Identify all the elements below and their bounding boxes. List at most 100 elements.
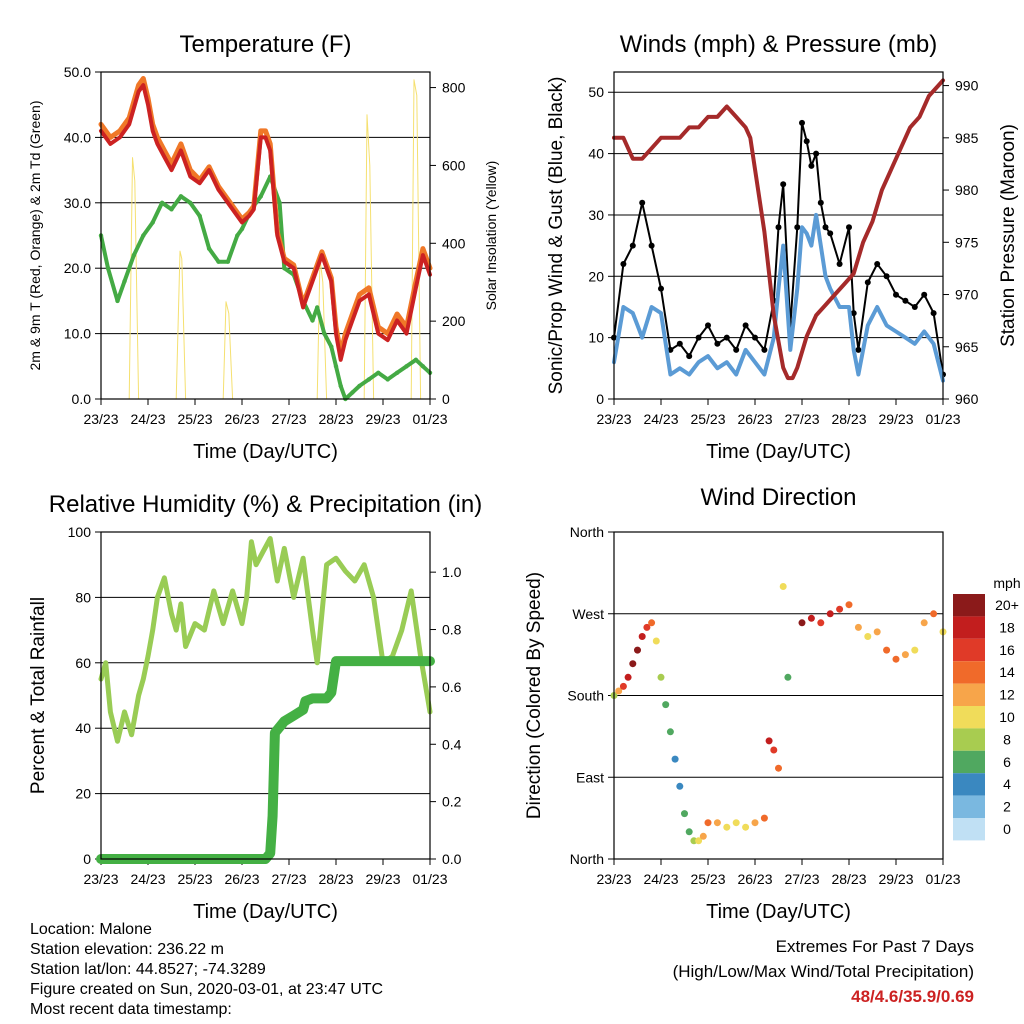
x-tick-label: 25/23	[177, 871, 212, 887]
gust-point	[864, 279, 871, 286]
x-tick-label: 29/23	[878, 411, 913, 427]
gust-point	[629, 242, 636, 249]
gust-point	[667, 346, 674, 353]
dewpoint-point	[169, 207, 174, 212]
gust-point	[658, 285, 664, 292]
station-elevation: Station elevation: 236.22 m	[30, 941, 224, 958]
gust-point	[874, 261, 881, 267]
x-tick-label: 26/23	[737, 411, 772, 427]
y2-axis-tick-label: 1.0	[442, 564, 462, 580]
x-tick-label: 24/23	[643, 871, 678, 887]
station-location: Location: Malone	[30, 921, 152, 938]
gust-point	[648, 242, 655, 249]
y-axis-tick-label: 100	[68, 524, 92, 540]
colorbar-swatch	[953, 661, 985, 684]
gust-point	[921, 291, 928, 298]
x-tick-label: 27/23	[784, 871, 819, 887]
y-axis-tick-label: 0.0	[72, 391, 92, 407]
direction-point	[770, 746, 778, 754]
colorbar-swatch	[953, 638, 985, 662]
plot-frame	[100, 531, 431, 860]
gust-point	[803, 138, 810, 145]
x-tick-label: 23/23	[596, 411, 631, 427]
x-tick-label: 28/23	[318, 871, 353, 887]
gust-point	[846, 224, 852, 231]
gust-point	[911, 304, 918, 310]
dewpoint-point	[216, 259, 221, 264]
x-tick-label: 25/23	[690, 411, 725, 427]
x-tick-label: 26/23	[224, 871, 259, 887]
panel-2: Winds (mph) & Pressure (mb) Time (Day/UTC…	[588, 31, 978, 463]
x-tick-label: 23/23	[83, 411, 118, 427]
gust-point	[676, 340, 683, 347]
y-axis-tick-label: North	[570, 851, 604, 867]
direction-point	[648, 619, 656, 627]
colorbar-label: 16	[999, 642, 1015, 658]
y-axis-tick-label: 0	[596, 391, 604, 407]
colorbar-title: mph	[993, 575, 1020, 591]
colorbar-label: 8	[1003, 731, 1011, 747]
y2-axis-tick-label: 990	[955, 78, 979, 94]
direction-point	[695, 837, 703, 845]
colorbar-swatch	[953, 728, 985, 751]
dewpoint-point	[115, 298, 120, 304]
dewpoint-point	[235, 233, 240, 238]
gust-point	[714, 340, 721, 347]
dewpoint-point	[122, 279, 127, 284]
colorbar-label: 18	[999, 619, 1015, 635]
y2-axis-label: Station Pressure (Maroon)	[998, 124, 1019, 347]
panel-title: Relative Humidity (%) & Precipitation (i…	[49, 491, 482, 518]
direction-point	[666, 728, 674, 736]
y-axis-tick-label: 40	[588, 146, 604, 162]
x-tick-label: 25/23	[177, 411, 212, 427]
dewpoint-point	[420, 364, 426, 369]
extremes-title: Extremes For Past 7 Days	[775, 937, 974, 956]
direction-point	[920, 619, 928, 627]
x-tick-label: 23/23	[83, 871, 118, 887]
y-axis-tick-label: 20	[75, 786, 91, 802]
gust-point	[723, 334, 730, 341]
direction-point	[930, 610, 938, 618]
dewpoint-point	[376, 370, 381, 375]
y-axis-tick-label: 30.0	[64, 195, 91, 211]
direction-point	[681, 810, 688, 818]
direction-point	[807, 614, 815, 622]
y2-axis-tick-label: 970	[955, 287, 979, 303]
x-tick-label: 28/23	[318, 411, 353, 427]
direction-point	[624, 673, 632, 681]
panel-1: Temperature (F) Time (Day/UTC) 23/23 24/23 2…	[64, 31, 466, 463]
direction-point	[817, 619, 825, 627]
x-tick-label: 26/23	[737, 871, 772, 887]
gust-point	[752, 334, 758, 341]
y-axis-tick-label: 30	[588, 207, 604, 223]
speed-colorbar: mph 20+ 18 16 14 12 10 8 6 4 2 0	[953, 575, 1021, 841]
x-axis-label: Time (Day/UTC)	[706, 901, 851, 923]
y2-axis-tick-label: 0.4	[442, 736, 462, 752]
colorbar-label: 14	[999, 664, 1015, 680]
direction-point	[699, 832, 707, 840]
gust-point	[808, 162, 815, 169]
x-tick-label: 27/23	[271, 871, 306, 887]
colorbar-swatch	[953, 795, 985, 818]
direction-point	[845, 601, 853, 609]
y2-axis-tick-label: 960	[955, 391, 979, 407]
direction-point	[662, 701, 670, 709]
x-tick-label: 24/23	[130, 871, 165, 887]
direction-point	[723, 823, 731, 831]
y-axis-tick-label: 40	[75, 720, 91, 736]
dewpoint-point	[310, 318, 315, 323]
gust-point	[695, 334, 702, 341]
gust-point	[742, 322, 749, 329]
y-axis-tick-label: 50.0	[64, 64, 91, 80]
plot-frame	[613, 71, 944, 400]
direction-point	[854, 623, 862, 631]
wind-line	[612, 212, 945, 383]
colorbar-label: 10	[999, 709, 1015, 725]
direction-point	[901, 651, 909, 659]
x-tick-label: 01/23	[925, 871, 960, 887]
gust-point	[794, 224, 801, 231]
colorbar-swatch	[953, 683, 985, 706]
direction-point	[643, 623, 651, 631]
extremes-values: 48/4.6/35.9/0.69	[851, 987, 974, 1006]
